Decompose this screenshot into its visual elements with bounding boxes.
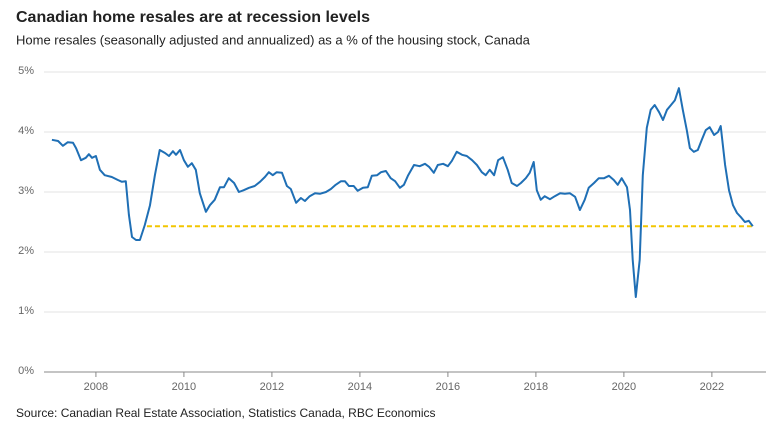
- y-tick-label: 4%: [18, 125, 34, 137]
- source-note: Source: Canadian Real Estate Association…: [16, 406, 436, 420]
- x-tick-label: 2012: [260, 381, 284, 393]
- chart-subtitle: Home resales (seasonally adjusted and an…: [16, 32, 531, 47]
- chart-title: Canadian home resales are at recession l…: [16, 9, 370, 26]
- y-tick-label: 1%: [18, 305, 34, 317]
- data-line: [51, 87, 754, 298]
- x-tick-label: 2010: [172, 381, 196, 393]
- x-tick-label: 2016: [436, 381, 460, 393]
- y-tick-label: 0%: [18, 365, 34, 377]
- x-tick-label: 2014: [348, 381, 372, 393]
- y-tick-label: 5%: [18, 65, 34, 77]
- x-tick-label: 2018: [524, 381, 548, 393]
- x-tick-label: 2020: [612, 381, 636, 393]
- x-tick-label: 2022: [700, 381, 724, 393]
- x-tick-label: 2008: [84, 381, 108, 393]
- y-tick-label: 3%: [18, 185, 34, 197]
- y-tick-label: 2%: [18, 245, 34, 257]
